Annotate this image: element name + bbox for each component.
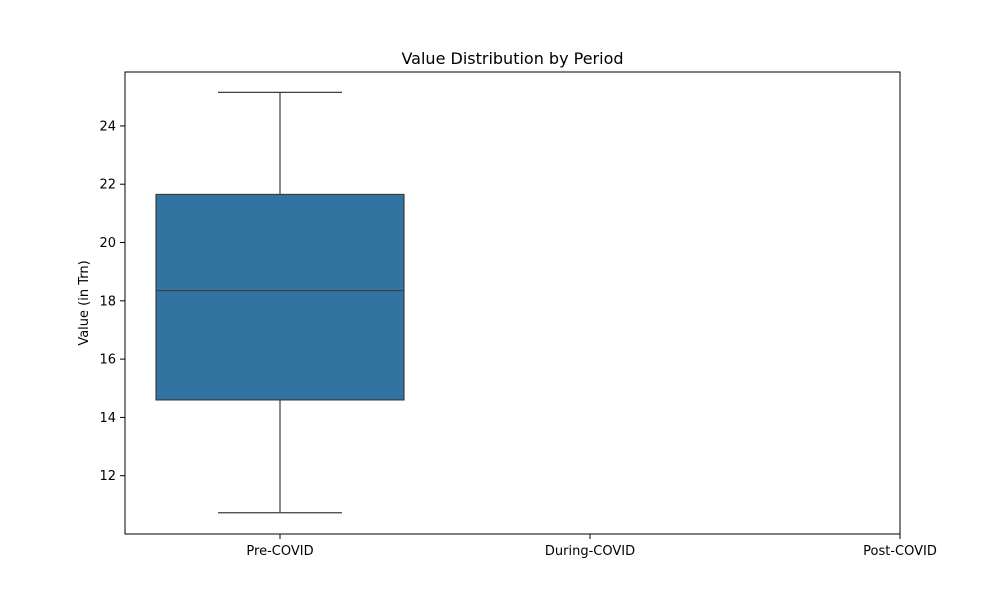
chart-title: Value Distribution by Period [401, 49, 623, 68]
y-axis-label: Value (in Trn) [77, 260, 92, 345]
x-tick-label: Post-COVID [863, 544, 937, 559]
x-tick-label: Pre-COVID [246, 544, 313, 559]
y-tick-label: 16 [99, 353, 116, 368]
box-0 [155, 91, 405, 514]
y-tick-label: 24 [99, 119, 116, 134]
y-tick-label: 18 [99, 294, 116, 309]
y-axis: 12 14 16 18 20 22 24 [99, 119, 125, 484]
plot-marks [155, 91, 405, 514]
y-tick-label: 22 [99, 178, 116, 193]
x-tick-label: During-COVID [545, 544, 635, 559]
y-tick-label: 20 [99, 236, 116, 251]
y-tick-label: 12 [99, 469, 116, 484]
y-tick-label: 14 [99, 411, 116, 426]
x-axis: Pre-COVID During-COVID Post-COVID [246, 534, 937, 559]
iqr-box [155, 193, 405, 401]
plot-frame [124, 71, 901, 535]
